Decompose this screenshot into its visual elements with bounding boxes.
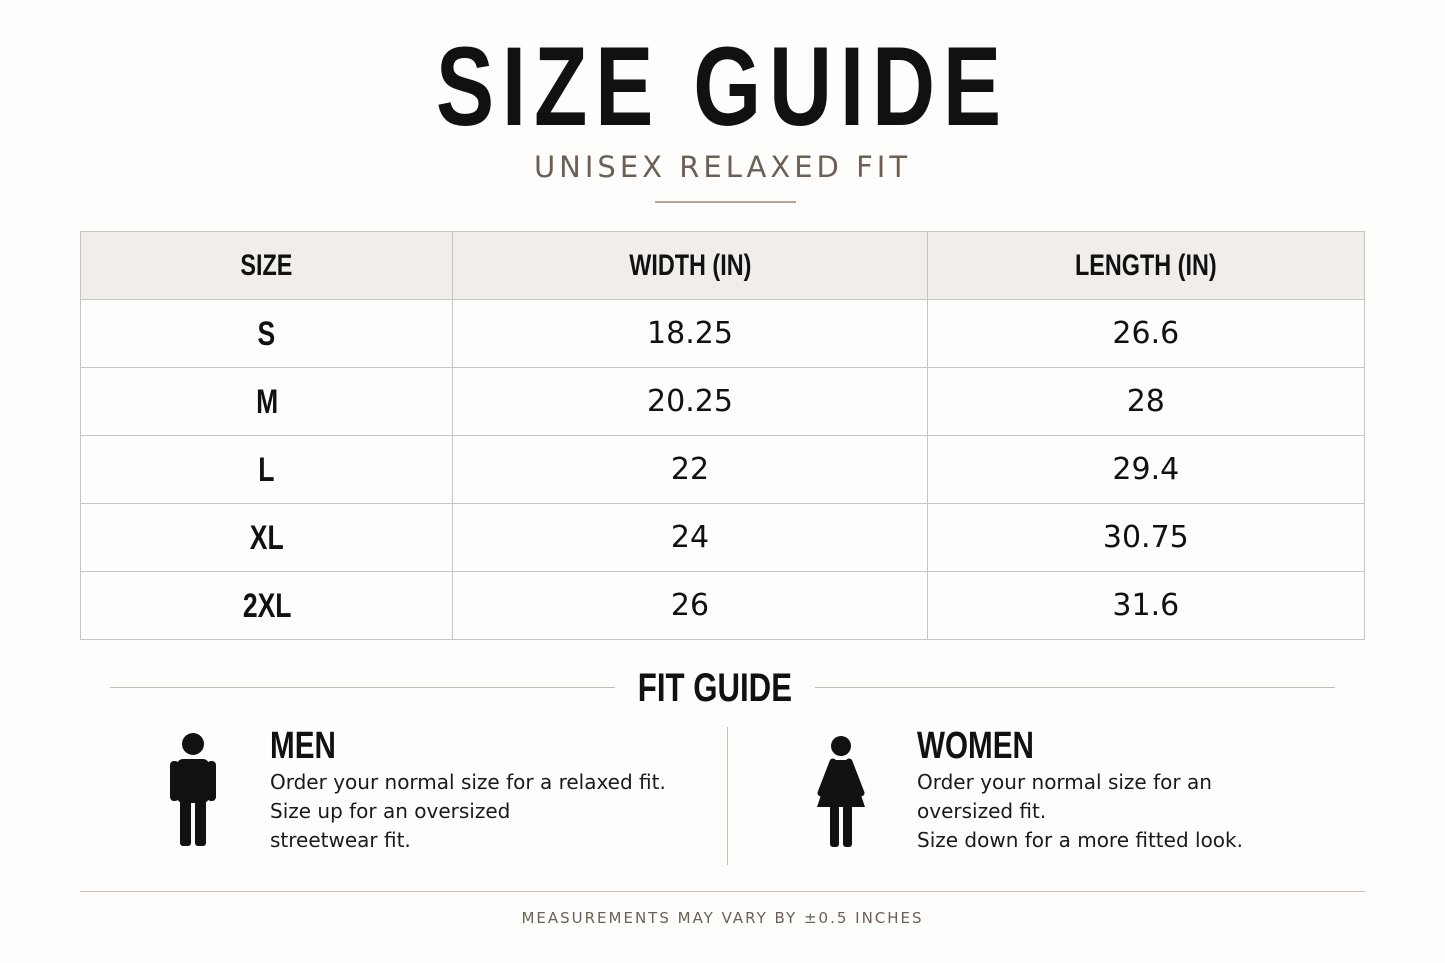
- measurement-cell: 20.25: [452, 367, 928, 436]
- divider: [727, 727, 728, 865]
- description-line: oversized fit.: [917, 799, 1047, 823]
- footer-note: MEASUREMENTS MAY VARY BY ±0.5 INCHES: [521, 909, 924, 927]
- size-label: M: [255, 382, 278, 421]
- table-row: M 20.25 28: [79, 367, 1366, 436]
- size-cell: XL: [79, 503, 454, 572]
- size-label: S: [257, 314, 276, 353]
- size-label: L: [258, 450, 275, 489]
- divider: [110, 687, 615, 688]
- table-row: XL 24 30.75: [79, 503, 1366, 572]
- men-description: Order your normal size for a relaxed fit…: [270, 768, 666, 855]
- measurement-cell: 28: [926, 367, 1366, 436]
- fit-title-wrap: FIT GUIDE: [615, 666, 815, 711]
- size-label: XL: [249, 518, 284, 557]
- fit-guide-title: FIT GUIDE: [637, 666, 793, 710]
- women-title-wrap: WOMEN: [917, 725, 1067, 768]
- men-title-wrap: MEN: [270, 725, 354, 768]
- measurement-cell: 29.4: [926, 435, 1366, 504]
- women-icon: [817, 736, 865, 847]
- title-wrap: SIZE GUIDE: [0, 22, 1445, 152]
- section-title: WOMEN: [917, 725, 1034, 767]
- size-label: 2XL: [242, 586, 291, 625]
- measurement-cell: 26.6: [926, 299, 1366, 368]
- measurement-cell: 24: [452, 503, 928, 572]
- measurement-cell: 30.75: [926, 503, 1366, 572]
- measurement-cell: 22: [452, 435, 928, 504]
- measurement-cell: 26: [452, 571, 928, 640]
- men-icon: [170, 733, 216, 846]
- size-cell: 2XL: [79, 571, 454, 640]
- title: SIZE GUIDE: [435, 24, 1010, 149]
- size-cell: S: [79, 299, 454, 368]
- description-line: streetwear fit.: [270, 828, 411, 852]
- table-row: L 22 29.4: [79, 435, 1366, 504]
- size-cell: L: [79, 435, 454, 504]
- column-header: WIDTH (IN): [452, 231, 928, 300]
- divider: [80, 891, 1365, 892]
- divider: [815, 687, 1335, 688]
- section-title: MEN: [270, 725, 336, 767]
- column-header: SIZE: [79, 231, 454, 300]
- column-header: LENGTH (IN): [926, 231, 1366, 300]
- description-line: Order your normal size for a relaxed fit…: [270, 770, 666, 794]
- size-table: SIZE WIDTH (IN) LENGTH (IN) S 18.25 26.6 M 20.2…: [79, 231, 1366, 640]
- table-body: S 18.25 26.6 M 20.25 28 L 22 29.4 XL 24 30.75 2XL 26 3…: [79, 299, 1366, 640]
- description-line: Size down for a more fitted look.: [917, 828, 1243, 852]
- header-text: SIZE: [240, 249, 293, 282]
- subtitle: UNISEX RELAXED FIT: [533, 150, 912, 184]
- header-text: WIDTH (IN): [628, 249, 752, 282]
- description-line: Order your normal size for an: [917, 770, 1212, 794]
- measurement-cell: 18.25: [452, 299, 928, 368]
- size-cell: M: [79, 367, 454, 436]
- measurement-cell: 31.6: [926, 571, 1366, 640]
- table-row: S 18.25 26.6: [79, 299, 1366, 368]
- women-description: Order your normal size for an oversized f…: [917, 768, 1243, 855]
- table-row: 2XL 26 31.6: [79, 571, 1366, 640]
- divider: [655, 201, 796, 203]
- header-text: LENGTH (IN): [1074, 249, 1217, 282]
- header-row: SIZE WIDTH (IN) LENGTH (IN): [79, 231, 1366, 300]
- description-line: Size up for an oversized: [270, 799, 511, 823]
